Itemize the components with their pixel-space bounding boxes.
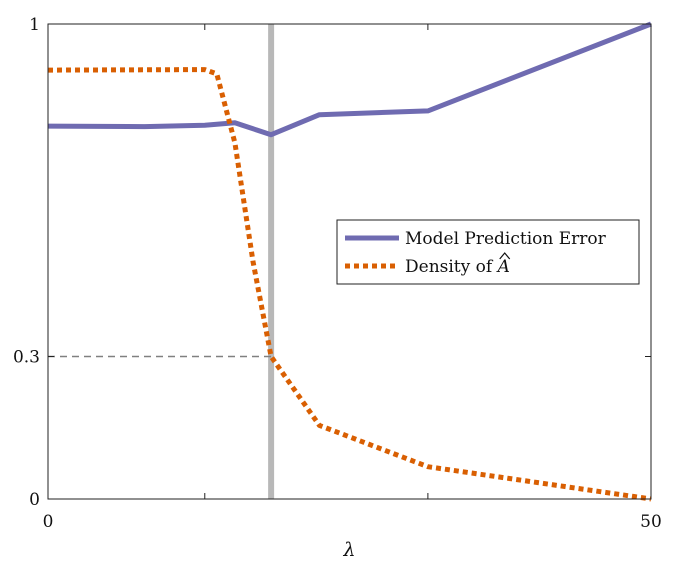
- x-tick-label: 50: [640, 512, 662, 532]
- legend-label: Model Prediction Error: [405, 229, 607, 249]
- series-line-model-prediction-error: [47, 21, 652, 138]
- x-axis-label: λ: [342, 539, 355, 561]
- y-tick-label: 0: [29, 490, 40, 510]
- y-tick-label: 1: [29, 15, 40, 35]
- plot-area: [47, 21, 652, 502]
- series-line-density: [47, 67, 652, 502]
- legend-label-prefix: Density of: [405, 257, 498, 277]
- axes-frame: [47, 23, 652, 500]
- hat-accent: [499, 252, 511, 260]
- x-tick-label: 0: [43, 512, 54, 532]
- legend: Model Prediction Error Density of A: [336, 219, 640, 285]
- axes: 0 0.3 1 0 50 λ: [13, 15, 662, 561]
- legend-label-symbol: A: [496, 257, 510, 277]
- y-tick-label: 0.3: [13, 348, 40, 368]
- legend-box: [336, 219, 640, 285]
- legend-label-density: Density of A: [405, 257, 510, 277]
